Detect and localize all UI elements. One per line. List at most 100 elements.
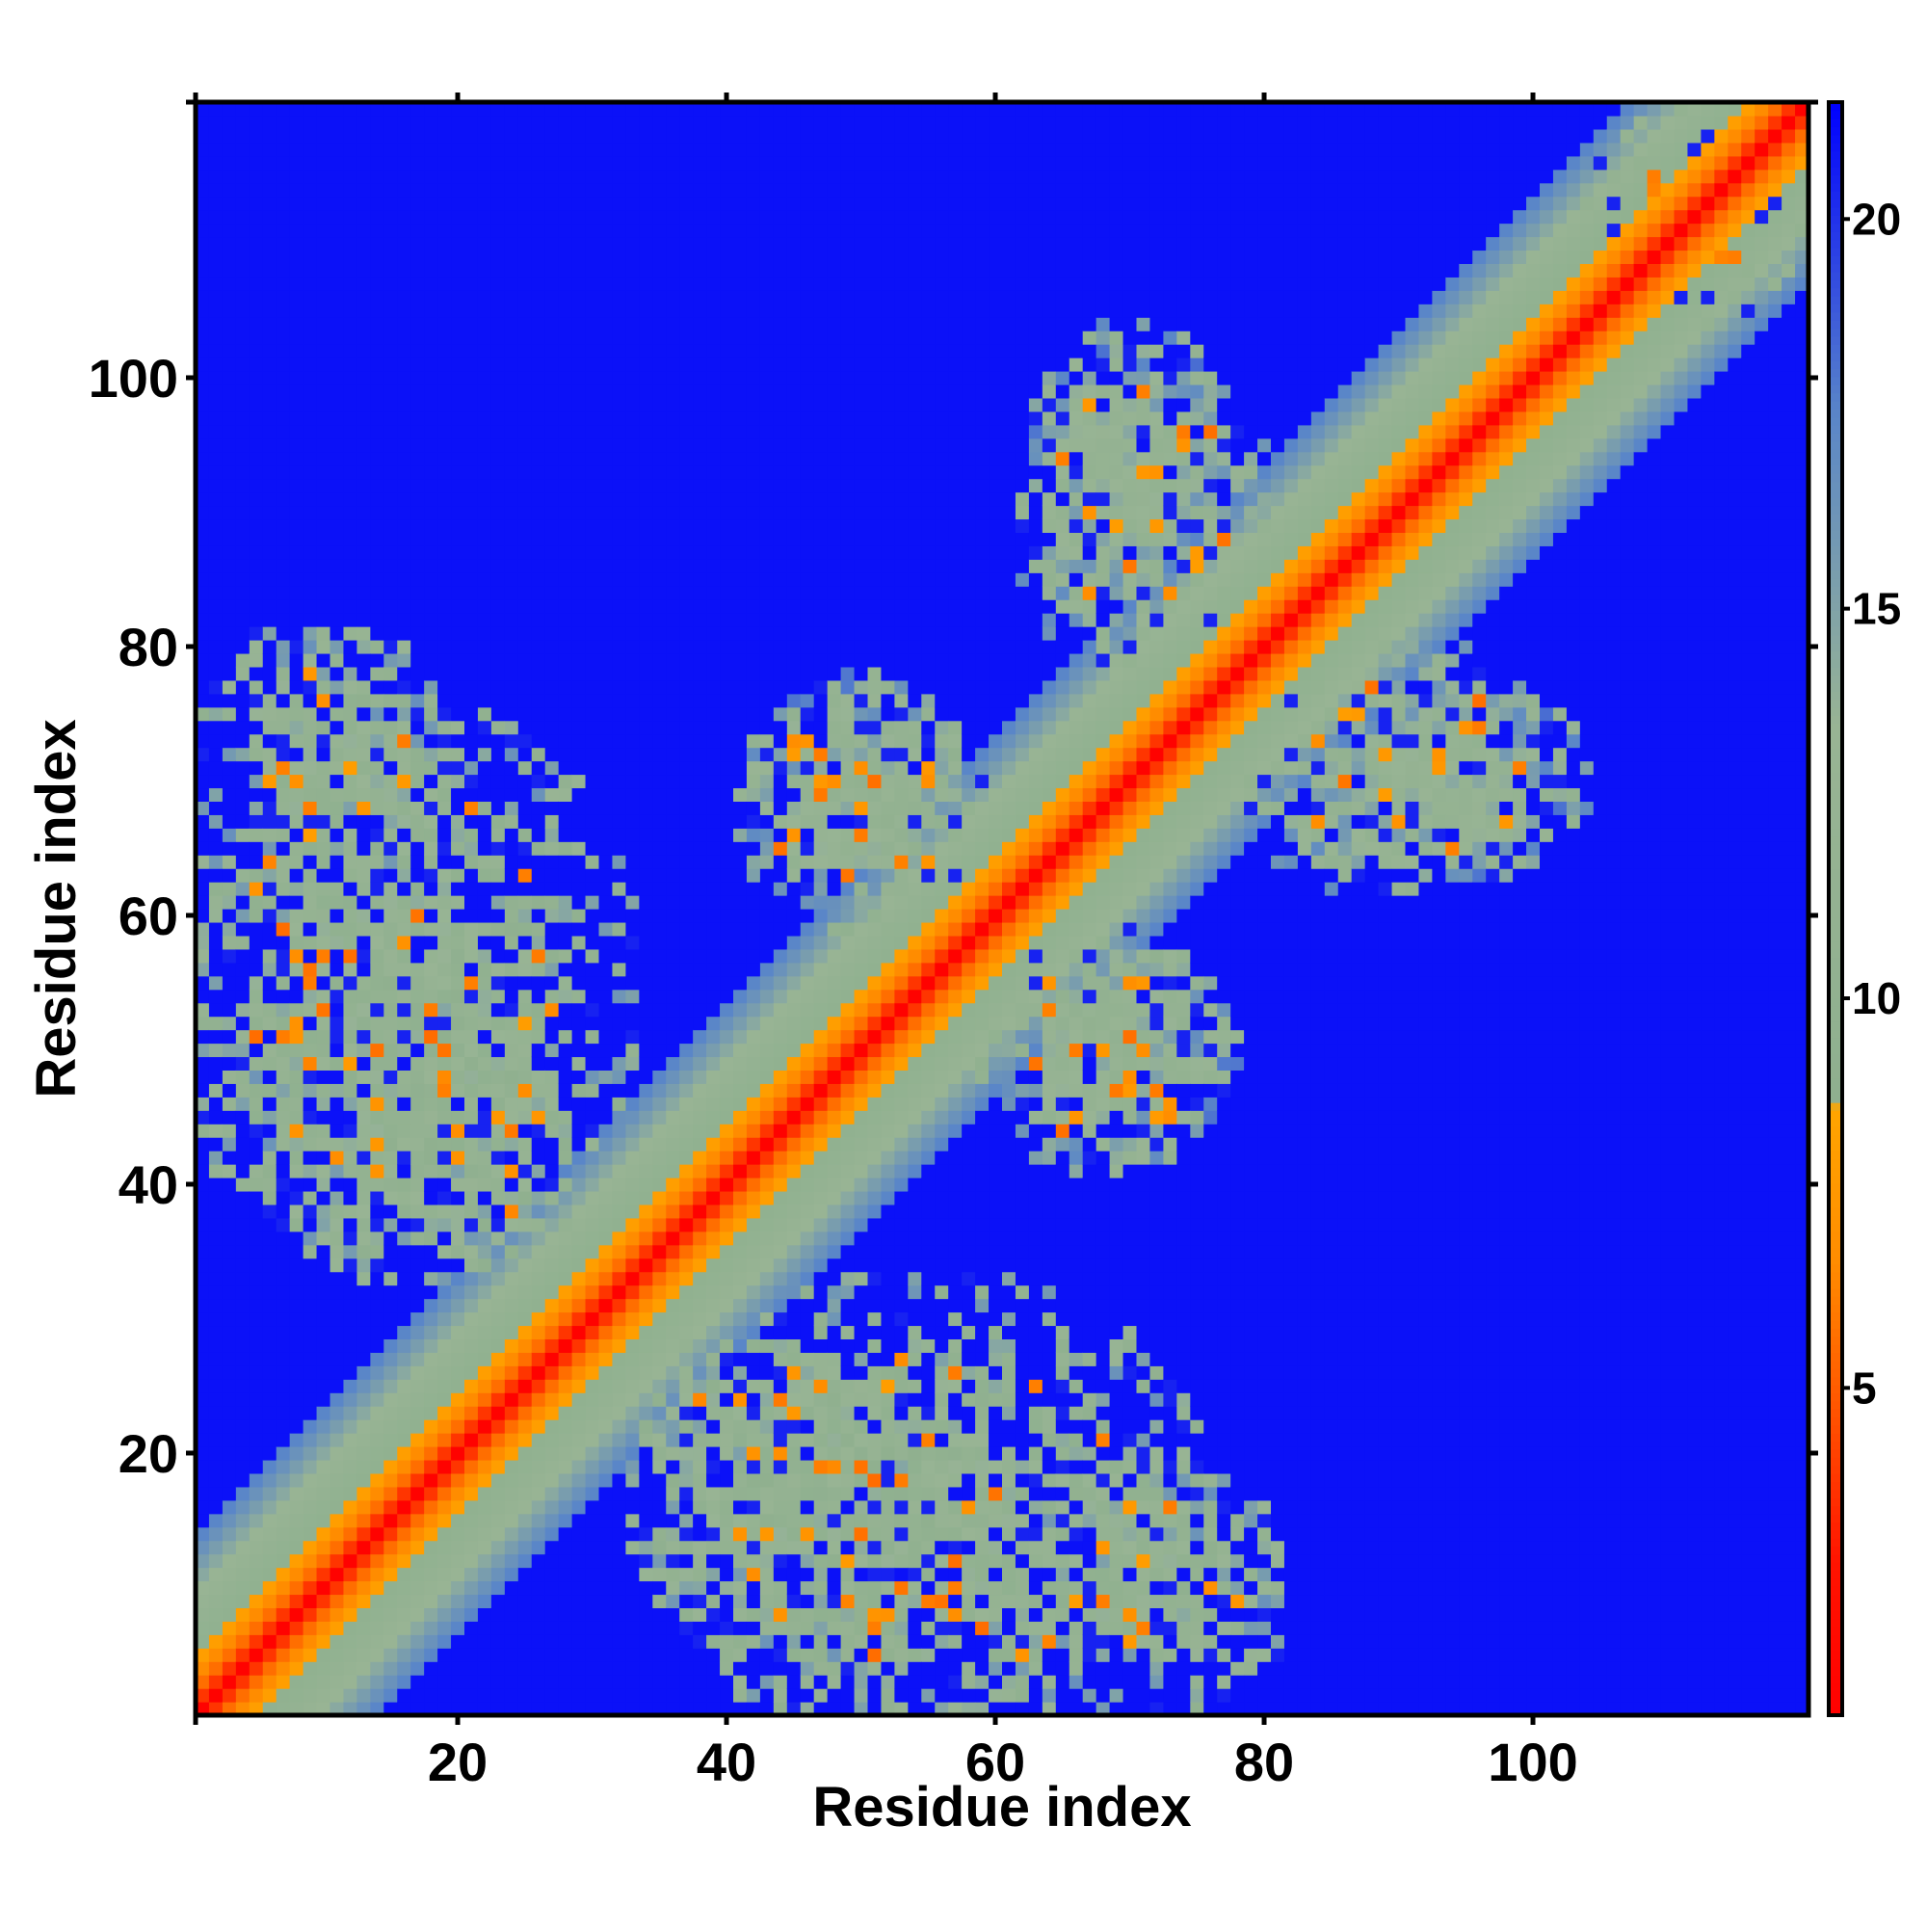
heatmap-cell [383,640,398,654]
heatmap-cell [517,1231,533,1246]
heatmap-cell [531,962,546,977]
heatmap-cell [356,1164,371,1178]
heatmap-cell [235,679,251,695]
heatmap-cell [343,290,357,304]
heatmap-cell [733,1178,748,1192]
heatmap-cell [397,1661,411,1676]
heatmap-cell [746,1164,761,1178]
heatmap-cell [330,1580,345,1596]
heatmap-cell [571,155,587,171]
heatmap-cell [289,1594,304,1608]
heatmap-cell [666,491,680,507]
heatmap-cell [370,1352,384,1366]
heatmap-cell [571,841,587,856]
heatmap-cell [477,1204,492,1219]
heatmap-cell [571,1178,587,1192]
heatmap-cell [693,921,707,937]
heatmap-cell [330,1540,345,1555]
heatmap-cell [571,1217,587,1232]
heatmap-cell [625,250,640,264]
heatmap-cell [612,1029,626,1045]
heatmap-cell [410,290,425,304]
heatmap-cell [666,814,680,829]
heatmap-cell [490,1043,506,1058]
heatmap-cell [693,1110,707,1125]
heatmap-cell [451,1472,465,1488]
heatmap-cell [451,1151,465,1165]
heatmap-cell [249,532,264,546]
heatmap-cell [517,437,533,453]
heatmap-cell [424,626,438,641]
heatmap-cell [625,1688,640,1703]
heatmap-cell [585,1056,600,1071]
heatmap-cell [410,410,425,426]
heatmap-cell [196,747,210,762]
heatmap-cell [720,935,734,950]
heatmap-cell [208,397,224,412]
heatmap-cell [639,1567,653,1582]
heatmap-cell [720,169,734,184]
heatmap-cell [464,679,479,695]
heatmap-cell [598,909,614,923]
heatmap-cell [477,1499,492,1515]
heatmap-cell [316,451,331,466]
heatmap-cell [249,760,264,776]
heatmap-cell [612,693,626,708]
heatmap-cell [343,518,357,533]
heatmap-cell [196,855,210,869]
heatmap-cell [531,1419,546,1434]
heatmap-cell [464,586,479,600]
heatmap-cell [720,1083,734,1098]
heatmap-cell [262,1016,277,1031]
heatmap-cell [330,841,345,856]
heatmap-cell [289,1459,304,1474]
heatmap-cell [370,1298,384,1313]
heatmap-cell [504,1164,519,1178]
heatmap-cell [612,760,626,776]
heatmap-cell [706,1271,721,1286]
heatmap-cell [249,1190,264,1205]
heatmap-cell [464,801,479,815]
heatmap-cell [276,774,291,789]
heatmap-cell [289,640,304,654]
heatmap-cell [531,1675,546,1689]
heatmap-cell [437,344,452,358]
heatmap-cell [262,1070,277,1084]
heatmap-cell [639,505,653,520]
heatmap-cell [639,1204,653,1219]
heatmap-cell [383,666,398,681]
heatmap-cell [585,1231,600,1246]
heatmap-cell [343,1486,357,1501]
heatmap-cell [222,1567,237,1582]
heatmap-cell [639,962,653,977]
heatmap-cell [746,1029,761,1045]
heatmap-cell [517,505,533,520]
heatmap-cell [235,1594,251,1608]
heatmap-cell [451,532,465,546]
heatmap-cell [343,464,357,480]
heatmap-cell [196,801,210,815]
heatmap-cell [370,236,384,251]
heatmap-cell [693,1365,707,1380]
heatmap-cell [504,491,519,507]
heatmap-cell [490,1244,506,1259]
heatmap-cell [639,1217,653,1232]
heatmap-cell [464,1621,479,1635]
heatmap-cell [410,1083,425,1098]
heatmap-cell [356,1365,371,1380]
heatmap-cell [303,733,318,749]
heatmap-cell [477,1016,492,1031]
heatmap-cell [639,882,653,896]
heatmap-cell [504,1311,519,1327]
heatmap-cell [343,801,357,815]
heatmap-cell [598,317,614,331]
heatmap-cell [666,478,680,493]
heatmap-cell [571,1553,587,1569]
heatmap-cell [249,478,264,493]
heatmap-cell [222,1137,237,1151]
heatmap-cell [746,706,761,722]
heatmap-cell [262,182,277,198]
heatmap-cell [451,1540,465,1555]
heatmap-cell [693,128,707,144]
heatmap-cell [639,787,653,802]
